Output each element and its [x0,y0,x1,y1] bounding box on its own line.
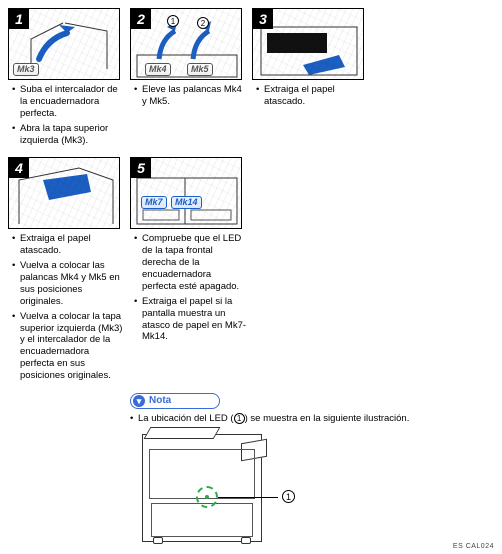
bullet: Eleve las palancas Mk4 y Mk5. [134,84,248,108]
step-1: 1 Mk3 Suba el intercalador de la encuade… [8,8,130,149]
circle-1: 1 [167,15,179,27]
step-number: 4 [9,158,29,178]
step-3: 3 Extraiga el papel atascado. [252,8,374,149]
led-ring-icon [196,486,218,508]
bullet: Extraiga el papel si la pantalla muestra… [134,296,248,344]
step-5: 5 Mk7 Mk14 Compruebe que el LED de la ta… [130,157,252,385]
step-5-bullets: Compruebe que el LED de la tapa frontal … [134,233,252,343]
step-1-illustration: 1 Mk3 [8,8,120,80]
nota-block: ▾ Nota La ubicación del LED (1) se muest… [130,393,490,550]
step-4: 4 Extraiga el papel atascado. Vuelva a c… [8,157,130,385]
bullet: Extraiga el papel atascado. [256,84,370,108]
tag-mk14: Mk14 [171,196,202,209]
step-2-bullets: Eleve las palancas Mk4 y Mk5. [134,84,252,108]
step-number: 1 [9,9,29,29]
led-illustration: 1 [136,430,326,550]
bullet: Vuelva a colocar la tapa superior izquie… [12,311,126,382]
step-number: 3 [253,9,273,29]
bullet: Vuelva a colocar las palancas Mk4 y Mk5 … [12,260,126,308]
step-3-bullets: Extraiga el papel atascado. [256,84,374,108]
step-2: 2 Mk4 Mk5 1 2 Eleve las palancas Mk4 y M… [130,8,252,149]
down-arrow-icon: ▾ [133,395,145,407]
tag-mk3: Mk3 [13,63,39,76]
bullet: Compruebe que el LED de la tapa frontal … [134,233,248,292]
tag-mk4: Mk4 [145,63,171,76]
nota-label: Nota [149,395,171,406]
bullet: Suba el intercalador de la encuadernador… [12,84,126,120]
step-2-illustration: 2 Mk4 Mk5 1 2 [130,8,242,80]
step-1-bullets: Suba el intercalador de la encuadernador… [12,84,130,146]
tag-mk5: Mk5 [187,63,213,76]
callout-number: 1 [282,490,295,503]
step-number: 5 [131,158,151,178]
nota-text: La ubicación del LED (1) se muestra en l… [130,413,490,424]
bullet: Abra la tapa superior izquierda (Mk3). [12,123,126,147]
steps-grid: 1 Mk3 Suba el intercalador de la encuade… [8,8,494,550]
step-number: 2 [131,9,151,29]
inline-circle-1: 1 [234,413,245,424]
step-4-bullets: Extraiga el papel atascado. Vuelva a col… [12,233,130,382]
document-code: ES CAL024 [453,543,494,550]
tag-mk7: Mk7 [141,196,167,209]
step-5-illustration: 5 Mk7 Mk14 [130,157,242,229]
bullet: Extraiga el papel atascado. [12,233,126,257]
nota-pill: ▾ Nota [130,393,220,409]
callout-line [218,497,278,498]
step-3-illustration: 3 [252,8,364,80]
circle-2: 2 [197,17,209,29]
step-4-illustration: 4 [8,157,120,229]
